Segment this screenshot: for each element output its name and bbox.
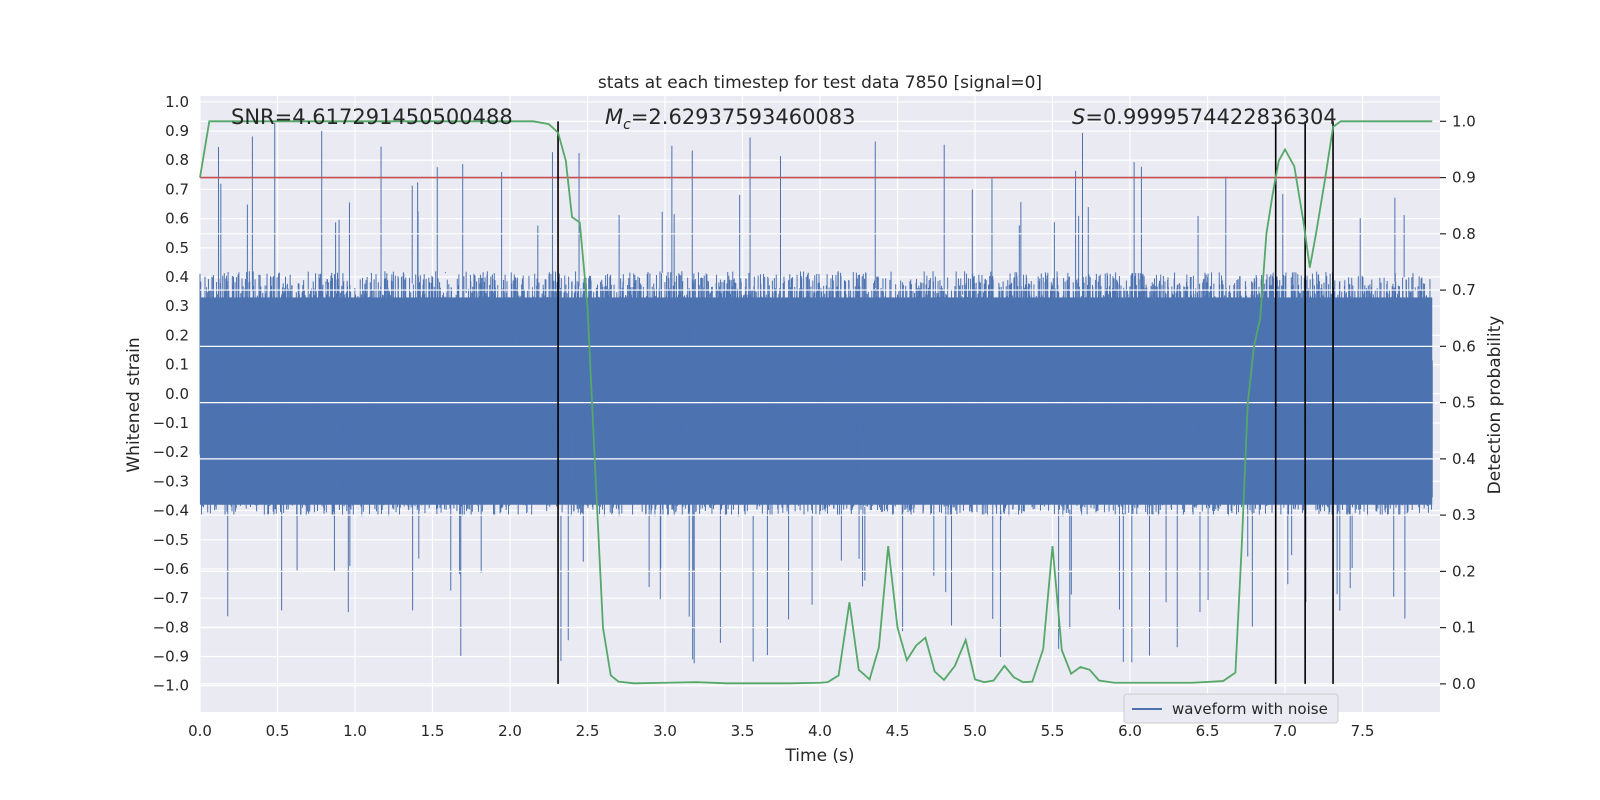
x-tick-label: 0.0 [188,722,212,740]
y-tick-label-right: 0.0 [1452,675,1476,693]
x-tick-label: 7.0 [1273,722,1297,740]
y-tick-label-right: 0.8 [1452,225,1476,243]
y-axis-label-right: Detection probability [1485,316,1505,495]
x-tick-label: 3.5 [731,722,755,740]
y-tick-label-right: 0.9 [1452,169,1476,187]
x-tick-label: 4.5 [886,722,910,740]
y-tick-label-left: 0.2 [165,326,189,344]
chirp-mass-symbol: M [605,105,623,129]
y-ticks-left: 1.0 0.9 0.8 0.7 0.6 0.5 0.4 0.3 0.2 0.1 0.0 −0.1 −0.… [153,93,189,695]
x-tick-label: 1.0 [343,722,367,740]
x-axis-label: Time (s) [784,746,854,766]
y-ticks-right: 1.0 0.9 0.8 0.7 0.6 0.5 0.4 0.3 0.2 0.1 0.0 [1440,112,1476,693]
y-tick-label-left: 0.9 [165,122,189,140]
y-tick-label-left: −0.6 [153,560,189,578]
legend: waveform with noise [1123,693,1339,724]
y-tick-label-left: 1.0 [165,93,189,111]
vertical-markers [557,121,1334,684]
y-axis-label-left: Whitened strain [124,337,144,472]
chirp-mass-value: =2.62937593460083 [631,105,856,129]
y-tick-label-left: −0.4 [153,502,189,520]
y-tick-label-left: 0.0 [165,385,189,403]
x-tick-label: 6.5 [1196,722,1220,740]
y-tick-label-left: −0.8 [153,618,189,636]
legend-box [1123,693,1339,724]
x-tick-label: 6.0 [1118,722,1142,740]
y-tick-label-left: −0.2 [153,443,189,461]
x-tick-label: 7.5 [1351,722,1375,740]
y-tick-label-right: 0.6 [1452,337,1476,355]
x-tick-label: 4.0 [808,722,832,740]
chart-title: stats at each timestep for test data 785… [598,73,1042,93]
chirp-mass-annotation: Mc=2.62937593460083 [605,105,856,133]
score-symbol: S [1072,105,1085,129]
x-tick-label: 2.5 [576,722,600,740]
y-tick-label-right: 0.3 [1452,506,1476,524]
y-tick-label-left: 0.1 [165,356,189,374]
y-tick-label-right: 0.4 [1452,450,1476,468]
x-tick-label: 1.5 [421,722,445,740]
y-tick-label-left: 0.4 [165,268,189,286]
waveform-trace [199,122,1433,664]
y-tick-label-right: 0.7 [1452,281,1476,299]
y-tick-label-left: −1.0 [153,677,189,695]
score-value: =0.9999574422836304 [1085,105,1336,129]
score-annotation: S=0.9999574422836304 [1072,105,1337,129]
x-tick-label: 5.5 [1041,722,1065,740]
y-tick-label-left: 0.5 [165,239,189,257]
legend-label: waveform with noise [1172,700,1328,718]
detection-probability-line [199,120,1433,685]
y-tick-label-left: −0.7 [153,589,189,607]
chirp-mass-subscript: c [623,117,631,133]
y-tick-label-left: 0.7 [165,180,189,198]
x-tick-label: 5.0 [963,722,987,740]
waveform-series [199,122,1433,664]
y-tick-label-left: 0.6 [165,210,189,228]
y-tick-label-left: −0.9 [153,648,189,666]
y-tick-label-left: −0.5 [153,531,189,549]
y-tick-label-right: 0.5 [1452,394,1476,412]
snr-annotation: SNR=4.617291450500488 [231,105,513,129]
y-tick-label-left: 0.8 [165,151,189,169]
x-tick-label: 0.5 [266,722,290,740]
y-tick-label-left: −0.1 [153,414,189,432]
y-tick-label-right: 0.2 [1452,562,1476,580]
y-tick-label-right: 0.1 [1452,619,1476,637]
x-ticks: 0.0 0.5 1.0 1.5 2.0 2.5 3.0 3.5 4.0 4.5 5.0 5.5 6.0 6… [188,722,1374,740]
x-tick-label: 2.0 [498,722,522,740]
x-tick-label: 3.0 [653,722,677,740]
y-tick-label-left: 0.3 [165,297,189,315]
y-tick-label-left: −0.3 [153,472,189,490]
y-tick-label-right: 1.0 [1452,112,1476,130]
